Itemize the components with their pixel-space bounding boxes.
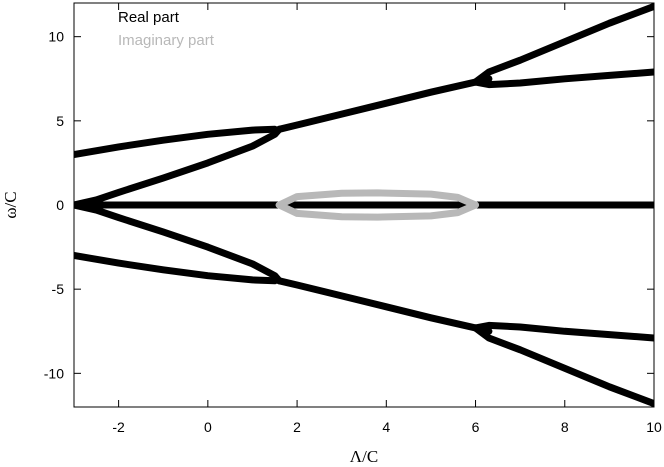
x-tick-label: 4 <box>382 419 390 435</box>
x-tick-label: -2 <box>112 419 125 435</box>
legend-label-real: Real part <box>118 9 180 26</box>
real-part-curve-6 <box>74 252 279 285</box>
y-axis-label: ω/C <box>1 191 20 218</box>
real-part-curve-10 <box>472 324 654 407</box>
ticks: -2 0 2 4 6 8 10 -10 -5 0 5 10 <box>44 3 662 435</box>
y-tick-label: -10 <box>44 365 64 381</box>
imaginary-part-curve-0 <box>275 189 479 209</box>
x-tick-label: 0 <box>204 419 212 435</box>
real-part-curve-8 <box>275 277 493 335</box>
x-tick-label: 6 <box>472 419 480 435</box>
real-part-curve-1 <box>74 125 283 209</box>
y-tick-label: -5 <box>52 281 65 297</box>
real-part-curve-7 <box>74 201 283 285</box>
legend: Real part Imaginary part <box>118 9 215 49</box>
imaginary-part-curve-1 <box>275 201 479 221</box>
real-part-curve-2 <box>275 75 493 133</box>
x-axis-label: Λ/C <box>350 447 378 466</box>
real-part-curve-3 <box>472 68 654 89</box>
real-part-curve-9 <box>472 321 654 342</box>
real-part-curve-4 <box>472 3 654 86</box>
x-tick-label: 10 <box>646 419 662 435</box>
legend-label-imaginary: Imaginary part <box>118 32 215 49</box>
y-tick-label: 5 <box>56 113 64 129</box>
x-tick-label: 8 <box>561 419 569 435</box>
y-tick-label: 10 <box>48 29 64 45</box>
y-tick-label: 0 <box>56 197 64 213</box>
real-part-curve-0 <box>74 125 279 158</box>
x-tick-label: 2 <box>293 419 301 435</box>
plot-lines <box>74 3 654 407</box>
